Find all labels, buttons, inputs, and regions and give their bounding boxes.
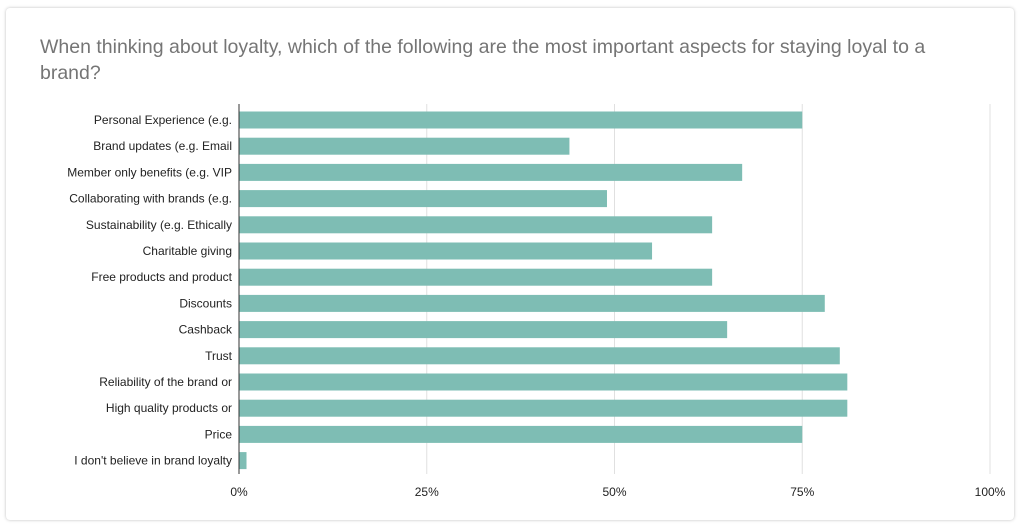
category-label: Brand updates (e.g. Email [93,139,232,153]
category-label: Price [205,427,233,441]
bar [239,268,713,286]
category-label: Charitable giving [143,244,232,258]
category-label: Reliability of the brand or [99,375,232,389]
category-label: Cashback [179,323,233,337]
chart-title: When thinking about loyalty, which of th… [40,36,926,84]
bar [239,190,607,208]
bar [239,242,653,260]
bar [239,425,803,443]
category-label: Member only benefits (e.g. VIP [67,165,232,179]
bars [239,111,848,470]
bar [239,294,825,312]
category-label: Discounts [179,296,232,310]
category-label: Collaborating with brands (e.g. [69,192,232,206]
x-tick-label: 50% [602,485,626,499]
x-tick-label: 0% [230,485,248,499]
bar [239,216,713,234]
bar [239,399,848,417]
bar [239,163,743,181]
category-label: I don't believe in brand loyalty [74,454,232,468]
category-labels: Personal Experience (e.g. Brand updates (… [67,113,233,468]
x-axis-ticks: 0% 25% 50% 75% 100% [230,485,1005,499]
category-label: Sustainability (e.g. Ethically [86,218,232,232]
bar [239,137,570,155]
bar [239,111,803,129]
x-tick-label: 100% [975,485,1006,499]
bar [239,321,728,339]
bar [239,452,247,470]
bar [239,373,848,391]
category-label: Personal Experience (e.g. [94,113,232,127]
category-label: High quality products or [106,401,232,415]
bar [239,347,840,365]
category-label: Free products and product [91,270,232,284]
x-tick-label: 25% [415,485,439,499]
category-label: Trust [205,349,233,363]
grid-lines [426,104,991,474]
x-tick-label: 75% [790,485,814,499]
